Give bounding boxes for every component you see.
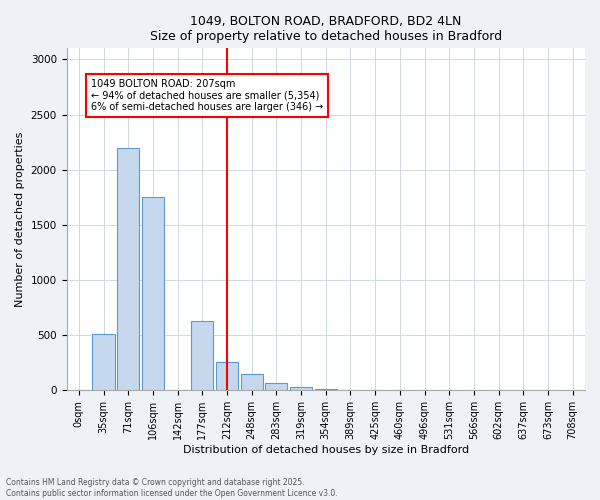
Bar [216,362,238,390]
Bar [142,198,164,390]
Bar [92,334,115,390]
Bar [290,387,312,390]
Bar [314,388,337,390]
X-axis label: Distribution of detached houses by size in Bradford: Distribution of detached houses by size … [183,445,469,455]
Bar [265,382,287,390]
Bar [191,321,214,390]
Y-axis label: Number of detached properties: Number of detached properties [15,132,25,307]
Text: Contains HM Land Registry data © Crown copyright and database right 2025.
Contai: Contains HM Land Registry data © Crown c… [6,478,338,498]
Bar [241,374,263,390]
Title: 1049, BOLTON ROAD, BRADFORD, BD2 4LN
Size of property relative to detached house: 1049, BOLTON ROAD, BRADFORD, BD2 4LN Siz… [150,15,502,43]
Bar [117,148,139,390]
Text: 1049 BOLTON ROAD: 207sqm
← 94% of detached houses are smaller (5,354)
6% of semi: 1049 BOLTON ROAD: 207sqm ← 94% of detach… [91,79,323,112]
